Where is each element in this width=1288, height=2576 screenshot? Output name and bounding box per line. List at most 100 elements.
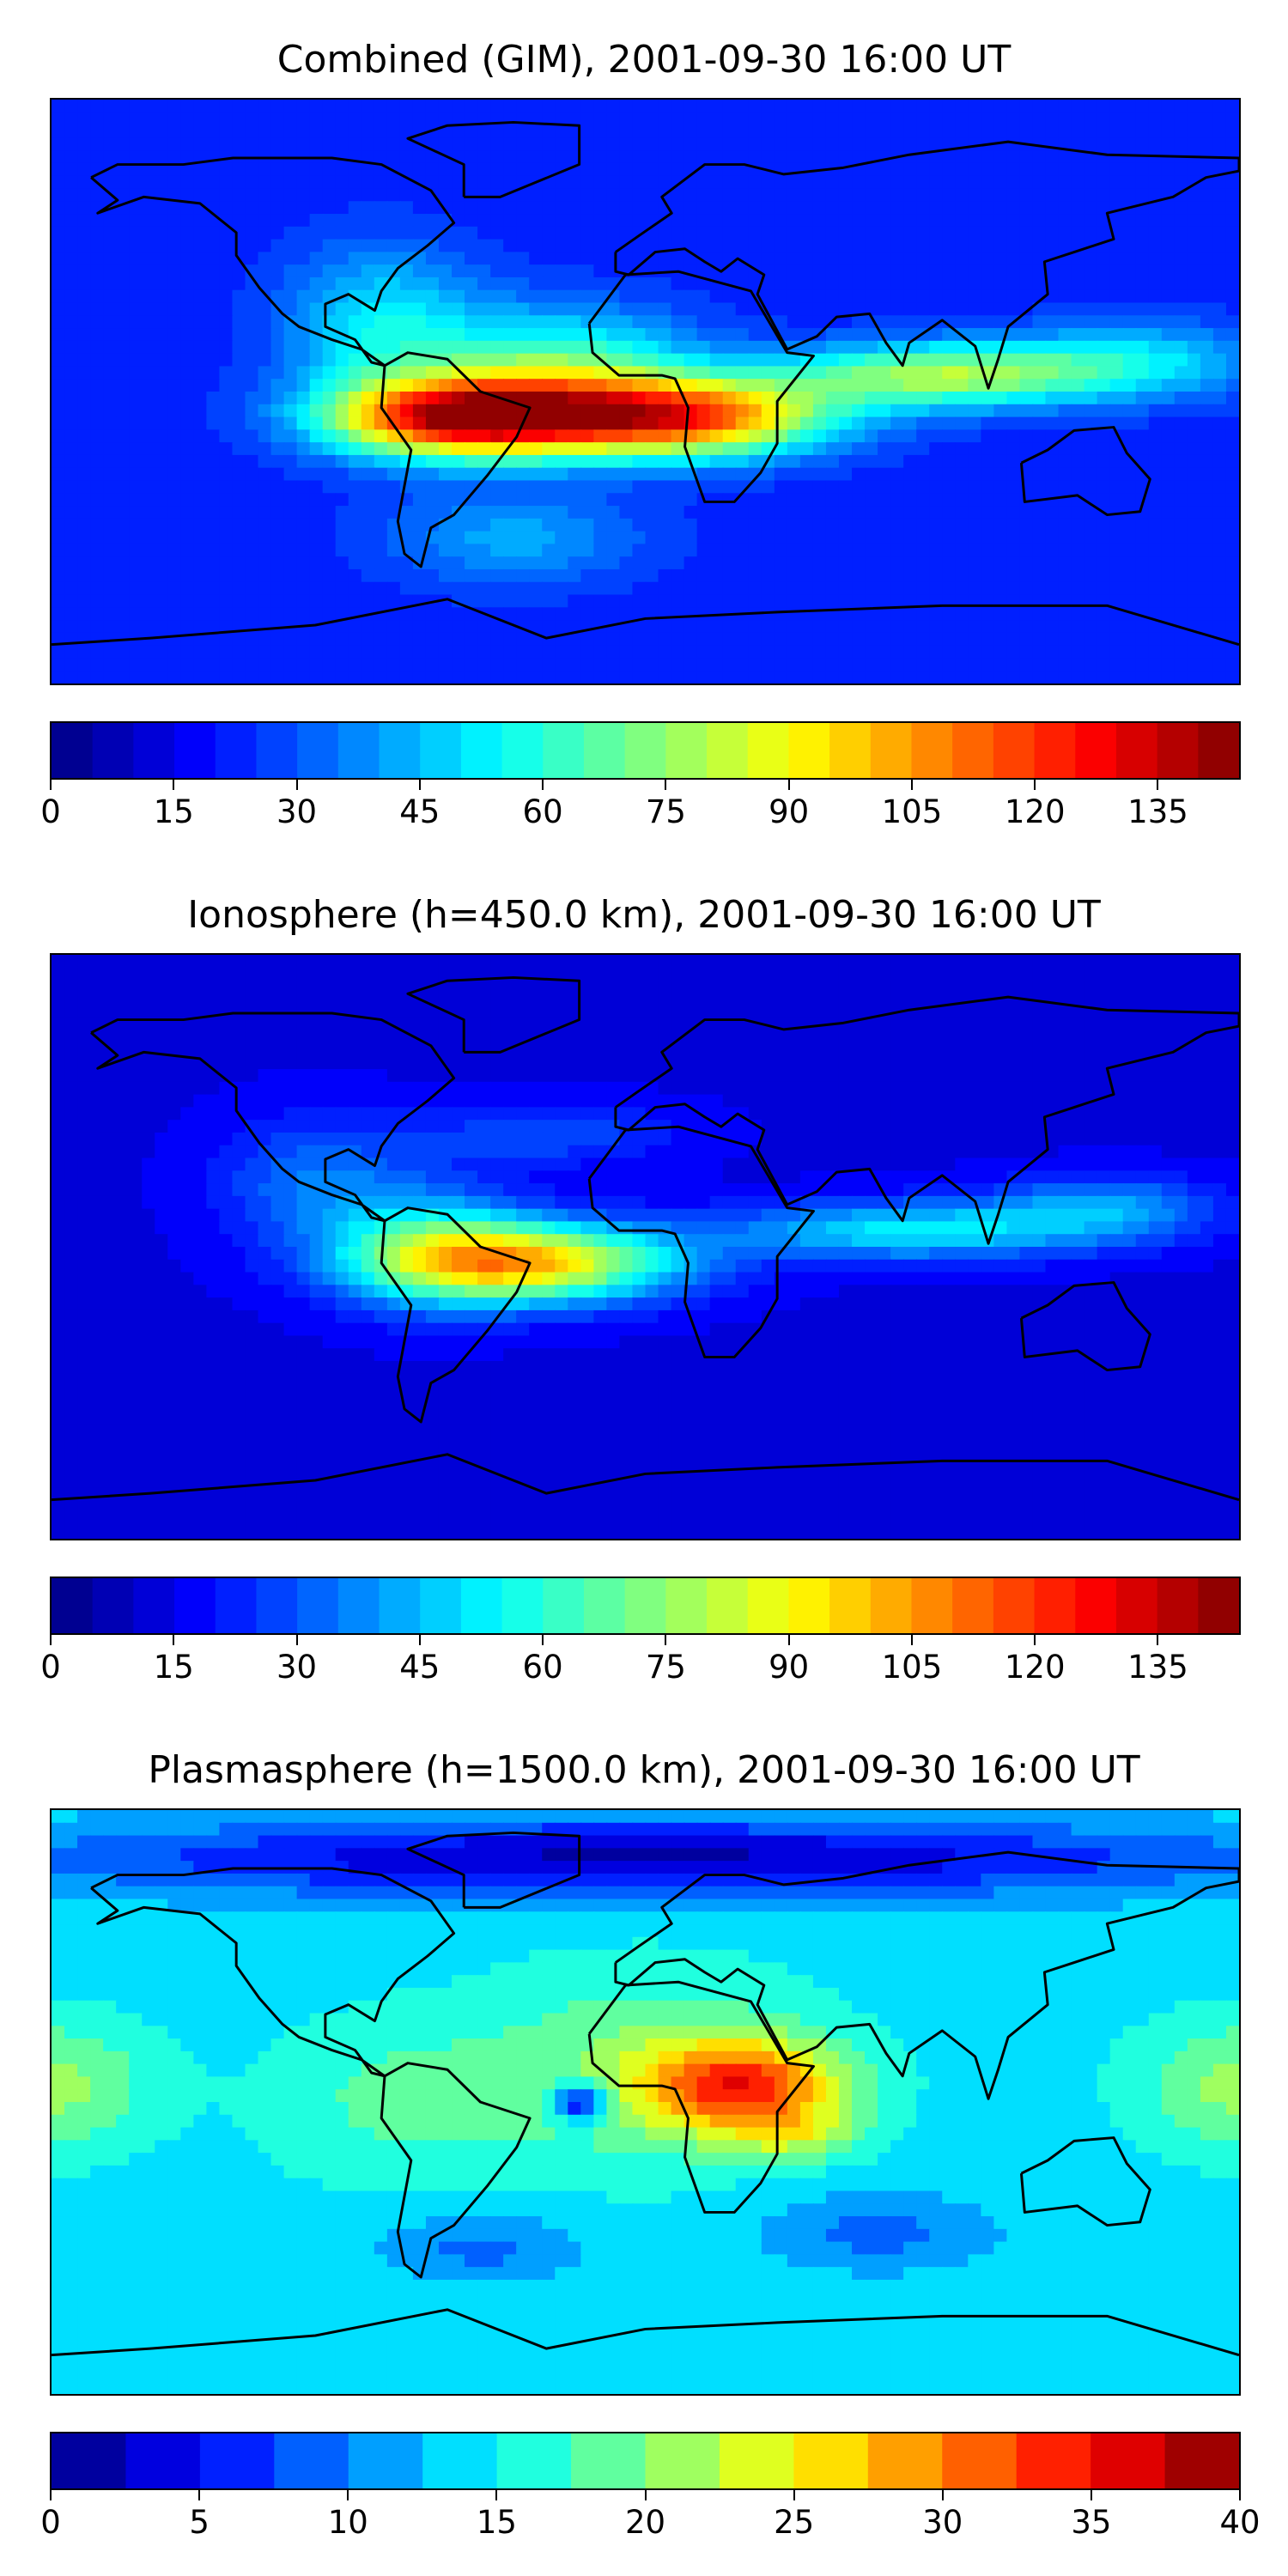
heatmap-cell	[180, 1005, 195, 1019]
heatmap-cell	[632, 429, 647, 443]
heatmap-cell	[193, 137, 208, 151]
heatmap-cell	[1019, 289, 1034, 304]
heatmap-cell	[812, 645, 827, 659]
heatmap-cell	[968, 289, 982, 304]
heatmap-cell	[1161, 645, 1176, 659]
heatmap-cell	[761, 340, 775, 355]
heatmap-cell	[632, 175, 647, 190]
heatmap-cell	[580, 658, 595, 672]
heatmap-cell	[942, 581, 957, 596]
heatmap-cell	[955, 581, 969, 596]
heatmap-cell	[619, 467, 634, 482]
colorbar-swatch	[993, 723, 1036, 778]
heatmap-cell	[1071, 967, 1085, 981]
heatmap-cell	[452, 581, 465, 596]
heatmap-cell	[283, 518, 298, 532]
heatmap-cell	[1225, 556, 1239, 570]
heatmap-cell	[568, 467, 582, 482]
heatmap-cell	[425, 201, 440, 215]
heatmap-cell	[1084, 581, 1098, 596]
heatmap-cell	[568, 506, 582, 519]
heatmap-cell	[838, 150, 853, 164]
heatmap-cell	[1200, 429, 1214, 443]
heatmap-cell	[568, 531, 582, 545]
heatmap-cell	[774, 531, 788, 545]
heatmap-cell	[593, 594, 608, 609]
heatmap-cell	[1135, 366, 1150, 380]
heatmap-cell	[477, 226, 491, 240]
heatmap-cell	[619, 404, 634, 418]
heatmap-cell	[361, 150, 375, 164]
heatmap-cell	[568, 967, 582, 981]
heatmap-cell	[865, 1030, 878, 1045]
heatmap-cell	[735, 967, 750, 981]
heatmap-cell	[761, 594, 775, 609]
heatmap-cell	[1084, 531, 1098, 545]
heatmap-cell	[812, 632, 827, 647]
heatmap-cell	[361, 518, 375, 532]
heatmap-cell	[335, 112, 349, 126]
heatmap-cell	[1148, 645, 1163, 659]
heatmap-cell	[103, 125, 117, 139]
heatmap-cell	[465, 568, 478, 583]
heatmap-cell	[903, 150, 917, 164]
heatmap-cell	[735, 125, 750, 139]
heatmap-cell	[812, 125, 827, 139]
heatmap-cell	[386, 328, 401, 342]
heatmap-cell	[477, 1005, 491, 1019]
heatmap-cell	[1097, 480, 1111, 495]
heatmap-cell	[993, 289, 1008, 304]
heatmap-cell	[1148, 226, 1163, 240]
heatmap-cell	[1212, 467, 1227, 482]
heatmap-cell	[245, 493, 259, 507]
heatmap-cell	[658, 252, 672, 265]
heatmap-cell	[529, 264, 544, 278]
heatmap-cell	[296, 302, 311, 317]
heatmap-cell	[852, 454, 866, 469]
heatmap-cell	[64, 556, 78, 570]
heatmap-cell	[1019, 955, 1034, 969]
heatmap-cell	[503, 993, 517, 1006]
heatmap-cell	[542, 328, 556, 342]
heatmap-cell	[568, 226, 582, 240]
heatmap-cell	[477, 239, 491, 253]
heatmap-cell	[374, 993, 388, 1006]
heatmap-cell	[1212, 955, 1227, 969]
heatmap-cell	[1006, 226, 1021, 240]
heatmap-cell	[490, 100, 504, 113]
heatmap-cell	[258, 454, 272, 469]
heatmap-cell	[309, 404, 324, 418]
heatmap-cell	[916, 340, 931, 355]
heatmap-cell	[696, 125, 711, 139]
heatmap-cell	[555, 125, 569, 139]
heatmap-cell	[955, 302, 969, 317]
heatmap-cell	[1084, 506, 1098, 519]
heatmap-cell	[258, 645, 272, 659]
heatmap-cell	[903, 568, 917, 583]
heatmap-cell	[1097, 518, 1111, 532]
heatmap-cell	[993, 366, 1008, 380]
heatmap-cell	[658, 1018, 672, 1032]
heatmap-cell	[64, 125, 78, 139]
heatmap-cell	[1135, 252, 1150, 265]
heatmap-cell	[193, 353, 208, 368]
heatmap-cell	[90, 607, 104, 621]
heatmap-cell	[322, 226, 337, 240]
heatmap-cell	[1019, 162, 1034, 177]
heatmap-cell	[787, 252, 801, 265]
heatmap-cell	[709, 620, 724, 634]
heatmap-cell	[322, 175, 337, 190]
heatmap-cell	[1187, 454, 1201, 469]
heatmap-cell	[774, 100, 788, 113]
heatmap-cell	[955, 379, 969, 392]
heatmap-cell	[580, 379, 595, 392]
heatmap-cell	[477, 955, 491, 969]
heatmap-cell	[167, 993, 182, 1006]
heatmap-cell	[296, 1030, 311, 1045]
heatmap-cell	[129, 416, 143, 431]
heatmap-cell	[399, 226, 414, 240]
heatmap-cell	[361, 264, 375, 278]
heatmap-cell	[219, 480, 234, 495]
heatmap-cell	[658, 556, 672, 570]
heatmap-cell	[180, 201, 195, 215]
